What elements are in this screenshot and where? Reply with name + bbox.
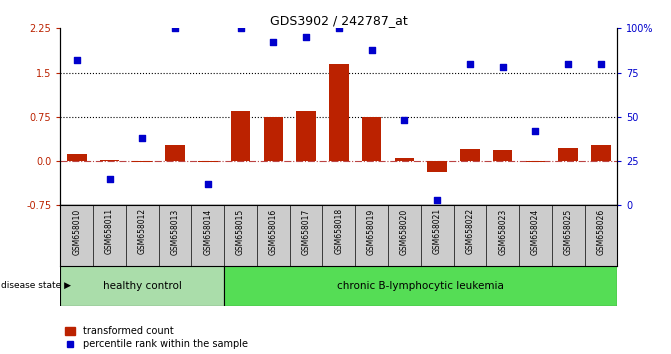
- Bar: [329, 64, 349, 161]
- Text: GSM658015: GSM658015: [236, 208, 245, 255]
- Point: [236, 25, 246, 31]
- Title: GDS3902 / 242787_at: GDS3902 / 242787_at: [270, 14, 408, 27]
- Text: GSM658024: GSM658024: [531, 208, 540, 255]
- Text: GSM658025: GSM658025: [564, 208, 572, 255]
- Point: [301, 34, 311, 40]
- Text: GSM658011: GSM658011: [105, 208, 114, 255]
- Point: [399, 118, 410, 123]
- Text: GSM658013: GSM658013: [170, 208, 180, 255]
- Point: [333, 25, 344, 31]
- Legend: transformed count, percentile rank within the sample: transformed count, percentile rank withi…: [65, 326, 248, 349]
- Text: GSM658010: GSM658010: [72, 208, 81, 255]
- Bar: [132, 161, 152, 162]
- Bar: [67, 154, 87, 161]
- Bar: [264, 117, 283, 161]
- Bar: [460, 149, 480, 161]
- Point: [268, 40, 278, 45]
- Text: GSM658014: GSM658014: [203, 208, 212, 255]
- Bar: [362, 117, 381, 161]
- Text: GSM658021: GSM658021: [433, 208, 442, 255]
- Text: GSM658026: GSM658026: [597, 208, 605, 255]
- Text: disease state ▶: disease state ▶: [1, 281, 70, 290]
- Bar: [558, 148, 578, 161]
- Point: [530, 128, 541, 134]
- Point: [104, 176, 115, 182]
- Text: GSM658018: GSM658018: [334, 208, 344, 255]
- Text: GSM658016: GSM658016: [269, 208, 278, 255]
- Bar: [297, 111, 316, 161]
- Bar: [395, 158, 414, 161]
- Point: [366, 47, 377, 52]
- Bar: [60, 266, 224, 306]
- Text: GSM658012: GSM658012: [138, 208, 147, 255]
- Point: [497, 64, 508, 70]
- Point: [596, 61, 607, 67]
- Text: GSM658023: GSM658023: [498, 208, 507, 255]
- Bar: [224, 266, 617, 306]
- Bar: [198, 161, 217, 162]
- Bar: [591, 145, 611, 161]
- Text: GSM658020: GSM658020: [400, 208, 409, 255]
- Bar: [525, 161, 546, 162]
- Point: [431, 197, 442, 203]
- Point: [71, 57, 82, 63]
- Point: [464, 61, 475, 67]
- Point: [170, 25, 180, 31]
- Text: GSM658019: GSM658019: [367, 208, 376, 255]
- Bar: [165, 144, 185, 161]
- Text: GSM658022: GSM658022: [466, 208, 474, 255]
- Bar: [427, 161, 447, 172]
- Bar: [231, 111, 250, 161]
- Text: healthy control: healthy control: [103, 281, 182, 291]
- Point: [203, 181, 213, 187]
- Point: [137, 135, 148, 141]
- Point: [563, 61, 574, 67]
- Bar: [493, 150, 513, 161]
- Text: chronic B-lymphocytic leukemia: chronic B-lymphocytic leukemia: [338, 281, 504, 291]
- Text: GSM658017: GSM658017: [301, 208, 311, 255]
- Bar: [100, 160, 119, 161]
